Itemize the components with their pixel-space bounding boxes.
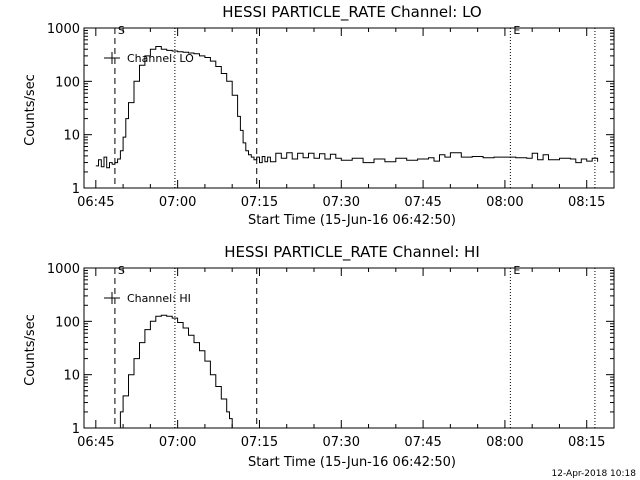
x-axis-label: Start Time (15-Jun-16 06:42:50)	[248, 213, 456, 228]
y-tick-label: 10	[63, 369, 80, 384]
chart-panel-lo: HESSI PARTICLE_RATE Channel: LO Start Ti…	[23, 3, 615, 228]
x-tick-label: 07:15	[241, 195, 278, 210]
x-tick-label: 06:45	[77, 195, 114, 210]
series-line	[117, 314, 233, 429]
marker-label: S	[118, 264, 125, 277]
marker-label: E	[513, 264, 520, 277]
x-tick-label: 07:00	[159, 435, 196, 450]
x-tick-label: 08:15	[568, 435, 605, 450]
series-line	[95, 46, 599, 169]
plot-area: 06:45 07:00 07:15 07:30 07:45 08:00 08:15 1 10 10…	[47, 22, 615, 210]
chart-title: HESSI PARTICLE_RATE Channel: LO	[222, 3, 481, 22]
chart-panel-hi: HESSI PARTICLE_RATE Channel: HI Start Ti…	[23, 243, 615, 470]
x-axis-label: Start Time (15-Jun-16 06:42:50)	[248, 455, 456, 470]
x-tick-label: 07:45	[404, 195, 441, 210]
y-axis-label: Counts/sec	[23, 314, 38, 386]
plot-area: 06:45 07:00 07:15 07:30 07:45 08:00 08:15 1 10 10…	[47, 262, 615, 450]
x-tick-label: 08:00	[486, 195, 523, 210]
x-tick-label: 07:00	[159, 195, 196, 210]
y-axis-label: Counts/sec	[23, 74, 38, 146]
y-tick-label: 100	[55, 315, 80, 330]
x-tick-label: 08:15	[568, 195, 605, 210]
x-tick-label: 07:45	[404, 435, 441, 450]
x-tick-label: 07:15	[241, 435, 278, 450]
marker-label: E	[513, 24, 520, 37]
x-tick-label: 07:30	[323, 435, 360, 450]
footer-timestamp: 12-Apr-2018 10:18	[552, 469, 637, 479]
marker-label: S	[118, 24, 125, 37]
plot-frame	[83, 27, 615, 189]
y-tick-label: 1000	[47, 22, 80, 37]
legend-label: Channel: LO	[127, 52, 194, 65]
plot-frame	[83, 267, 615, 429]
x-tick-label: 06:45	[77, 435, 114, 450]
y-tick-label: 10	[63, 129, 80, 144]
legend-label: Channel: HI	[127, 292, 191, 305]
y-tick-label: 100	[55, 75, 80, 90]
y-tick-label: 1000	[47, 262, 80, 277]
y-tick-label: 1	[72, 182, 80, 197]
chart-title: HESSI PARTICLE_RATE Channel: HI	[224, 243, 480, 262]
y-tick-label: 1	[72, 422, 80, 437]
x-tick-label: 08:00	[486, 435, 523, 450]
x-tick-label: 07:30	[323, 195, 360, 210]
